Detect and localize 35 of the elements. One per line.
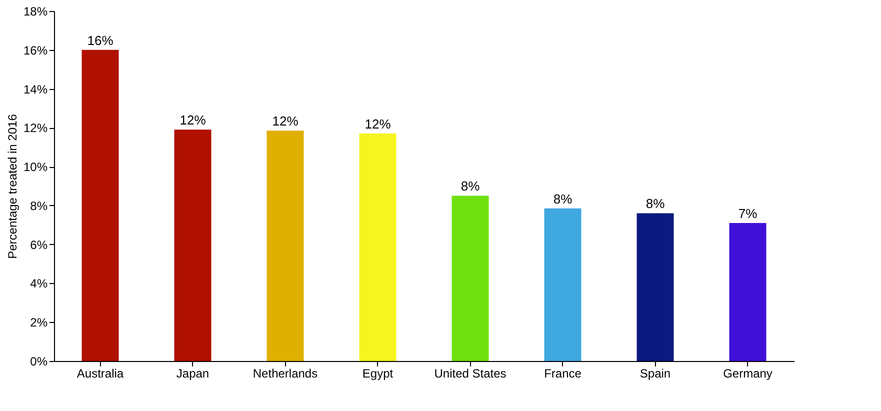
- bar: [266, 130, 304, 361]
- y-tick-label: 0%: [30, 354, 48, 368]
- data-label: 16%: [87, 32, 114, 48]
- bar: [729, 222, 766, 361]
- x-tick-label: Egypt: [362, 366, 394, 380]
- y-tick-label: 18%: [23, 4, 48, 18]
- y-tick-label: 16%: [23, 43, 48, 58]
- x-tick-label: Japan: [176, 366, 210, 380]
- data-label: 12%: [364, 116, 392, 132]
- data-label: 8%: [460, 178, 480, 194]
- x-tick-label: Spain: [640, 366, 671, 380]
- bar: [636, 213, 674, 361]
- bar: [359, 134, 396, 361]
- data-label: 12%: [272, 114, 299, 129]
- y-tick-label: 2%: [30, 316, 48, 330]
- bar: [452, 196, 489, 361]
- y-tick-label: 10%: [23, 160, 48, 174]
- y-tick-label: 12%: [23, 121, 48, 136]
- y-axis-title: Percentage treated in 2016: [5, 114, 20, 259]
- y-tick-label: 6%: [30, 238, 48, 252]
- data-label: 12%: [180, 112, 206, 128]
- x-tick-label: Netherlands: [252, 366, 318, 380]
- y-tick-label: 14%: [23, 82, 48, 96]
- x-tick-label: Germany: [723, 366, 772, 380]
- x-tick-label: United States: [434, 366, 506, 380]
- x-tick-label: France: [544, 366, 582, 380]
- data-label: 7%: [738, 206, 758, 221]
- y-tick-label: 4%: [30, 276, 48, 291]
- data-label: 8%: [553, 191, 573, 206]
- x-tick-label: Australia: [76, 366, 124, 380]
- data-label: 8%: [646, 196, 666, 212]
- bar: [544, 208, 582, 361]
- y-tick-label: 8%: [30, 198, 48, 213]
- bar: [82, 50, 119, 361]
- bar: [174, 130, 212, 361]
